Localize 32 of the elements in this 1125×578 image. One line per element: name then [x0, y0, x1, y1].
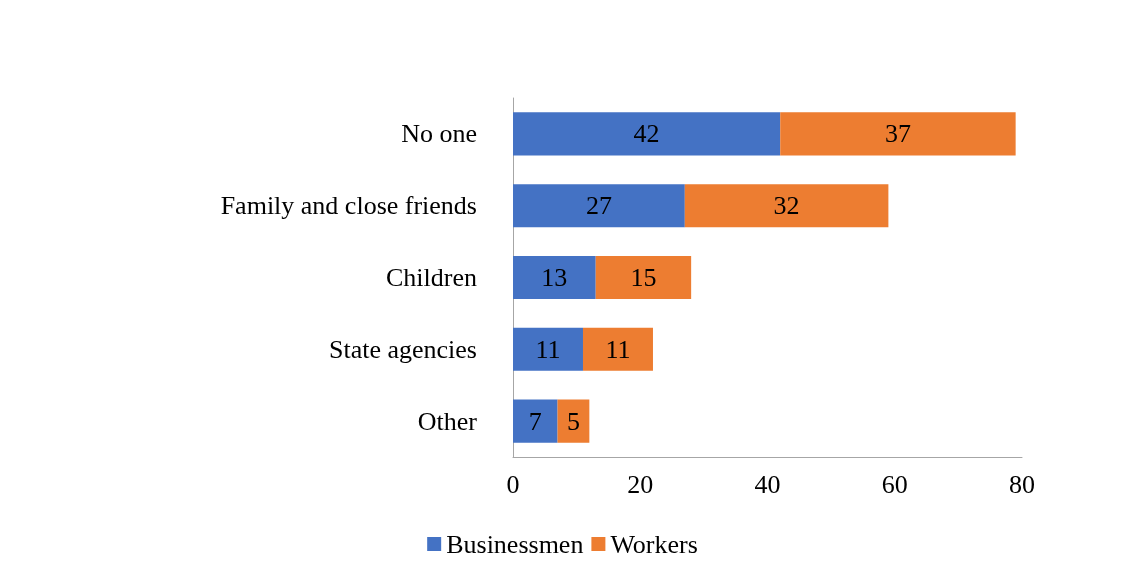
data-label: 32	[773, 191, 800, 221]
bar	[513, 399, 558, 443]
x-tick-label: 80	[1009, 469, 1035, 499]
legend-label: Workers	[610, 529, 698, 559]
data-label: 42	[633, 119, 660, 149]
bar	[513, 112, 781, 156]
x-tick-label: 60	[881, 469, 908, 499]
bar	[513, 184, 685, 228]
bar	[595, 255, 692, 300]
y-tick-label: Children	[386, 263, 477, 292]
x-tick-label: 40	[754, 469, 781, 499]
y-tick-label: State agencies	[329, 334, 477, 364]
legend-label: Businessmen	[446, 529, 584, 559]
bar	[582, 327, 653, 371]
data-label: 37	[884, 119, 911, 149]
bar	[513, 327, 583, 371]
data-label: 11	[605, 334, 631, 364]
y-tick-label: Family and close friends	[220, 191, 477, 221]
bar	[780, 112, 1016, 156]
bar	[513, 255, 596, 300]
y-tick-label: No one	[401, 119, 477, 149]
x-tick-label: 0	[506, 469, 520, 499]
bar	[557, 399, 590, 443]
x-tick-label: 20	[627, 469, 654, 499]
data-label: 15	[630, 263, 657, 292]
data-label: 7	[528, 406, 542, 436]
bar	[684, 184, 889, 228]
data-label: 11	[535, 334, 561, 364]
data-label: 27	[585, 191, 612, 221]
y-tick-label: Other	[417, 406, 478, 436]
data-label: 13	[541, 263, 568, 292]
data-label: 5	[566, 406, 580, 436]
